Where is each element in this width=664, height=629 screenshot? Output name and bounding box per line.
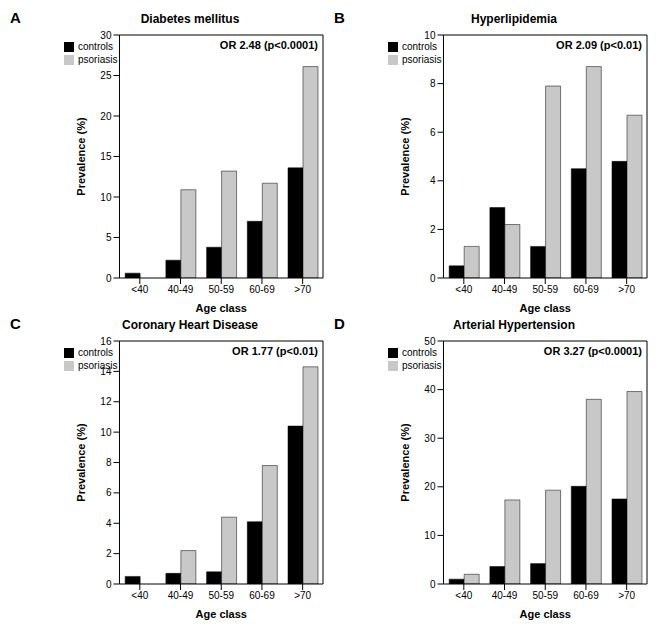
- svg-text:50-59: 50-59: [208, 284, 234, 295]
- svg-text:20: 20: [100, 111, 112, 122]
- svg-text:40-49: 40-49: [168, 284, 194, 295]
- svg-text:6: 6: [430, 127, 436, 138]
- svg-text:2: 2: [430, 224, 436, 235]
- svg-text:20: 20: [424, 481, 436, 492]
- svg-text:60-69: 60-69: [573, 590, 599, 601]
- svg-text:60-69: 60-69: [573, 284, 599, 295]
- svg-text:14: 14: [100, 366, 112, 377]
- svg-text:4: 4: [430, 175, 436, 186]
- svg-text:Prevalence (%): Prevalence (%): [75, 423, 87, 502]
- svg-text:16: 16: [100, 336, 112, 347]
- svg-text:>70: >70: [618, 590, 635, 601]
- svg-text:<40: <40: [455, 590, 472, 601]
- svg-text:8: 8: [106, 457, 112, 468]
- svg-text:>70: >70: [294, 590, 311, 601]
- svg-text:50-59: 50-59: [532, 590, 558, 601]
- svg-text:40: 40: [424, 384, 436, 395]
- svg-text:Age class: Age class: [520, 302, 571, 314]
- svg-text:0: 0: [106, 273, 112, 284]
- svg-text:10: 10: [100, 192, 112, 203]
- svg-text:<40: <40: [131, 284, 148, 295]
- svg-text:60-69: 60-69: [249, 590, 275, 601]
- svg-text:0: 0: [430, 273, 436, 284]
- svg-text:40-49: 40-49: [492, 284, 518, 295]
- svg-text:4: 4: [106, 518, 112, 529]
- svg-text:<40: <40: [455, 284, 472, 295]
- svg-text:50-59: 50-59: [532, 284, 558, 295]
- svg-text:>70: >70: [294, 284, 311, 295]
- svg-text:0: 0: [430, 579, 436, 590]
- svg-text:30: 30: [100, 30, 112, 41]
- svg-text:50: 50: [424, 336, 436, 347]
- svg-text:Age class: Age class: [196, 608, 247, 620]
- svg-text:Prevalence (%): Prevalence (%): [399, 117, 411, 196]
- svg-text:40-49: 40-49: [168, 590, 194, 601]
- svg-text:25: 25: [100, 70, 112, 81]
- svg-text:30: 30: [424, 433, 436, 444]
- svg-text:0: 0: [106, 579, 112, 590]
- svg-text:10: 10: [424, 30, 436, 41]
- svg-text:5: 5: [106, 232, 112, 243]
- svg-text:Age class: Age class: [196, 302, 247, 314]
- svg-text:Prevalence (%): Prevalence (%): [75, 117, 87, 196]
- svg-text:Prevalence (%): Prevalence (%): [399, 423, 411, 502]
- svg-text:2: 2: [106, 548, 112, 559]
- svg-text:60-69: 60-69: [249, 284, 275, 295]
- svg-text:Age class: Age class: [520, 608, 571, 620]
- svg-text:15: 15: [100, 151, 112, 162]
- svg-text:6: 6: [106, 487, 112, 498]
- svg-text:8: 8: [430, 78, 436, 89]
- svg-text:<40: <40: [131, 590, 148, 601]
- svg-text:40-49: 40-49: [492, 590, 518, 601]
- svg-text:>70: >70: [618, 284, 635, 295]
- svg-text:10: 10: [100, 427, 112, 438]
- svg-text:50-59: 50-59: [208, 590, 234, 601]
- svg-text:12: 12: [100, 396, 112, 407]
- svg-text:10: 10: [424, 530, 436, 541]
